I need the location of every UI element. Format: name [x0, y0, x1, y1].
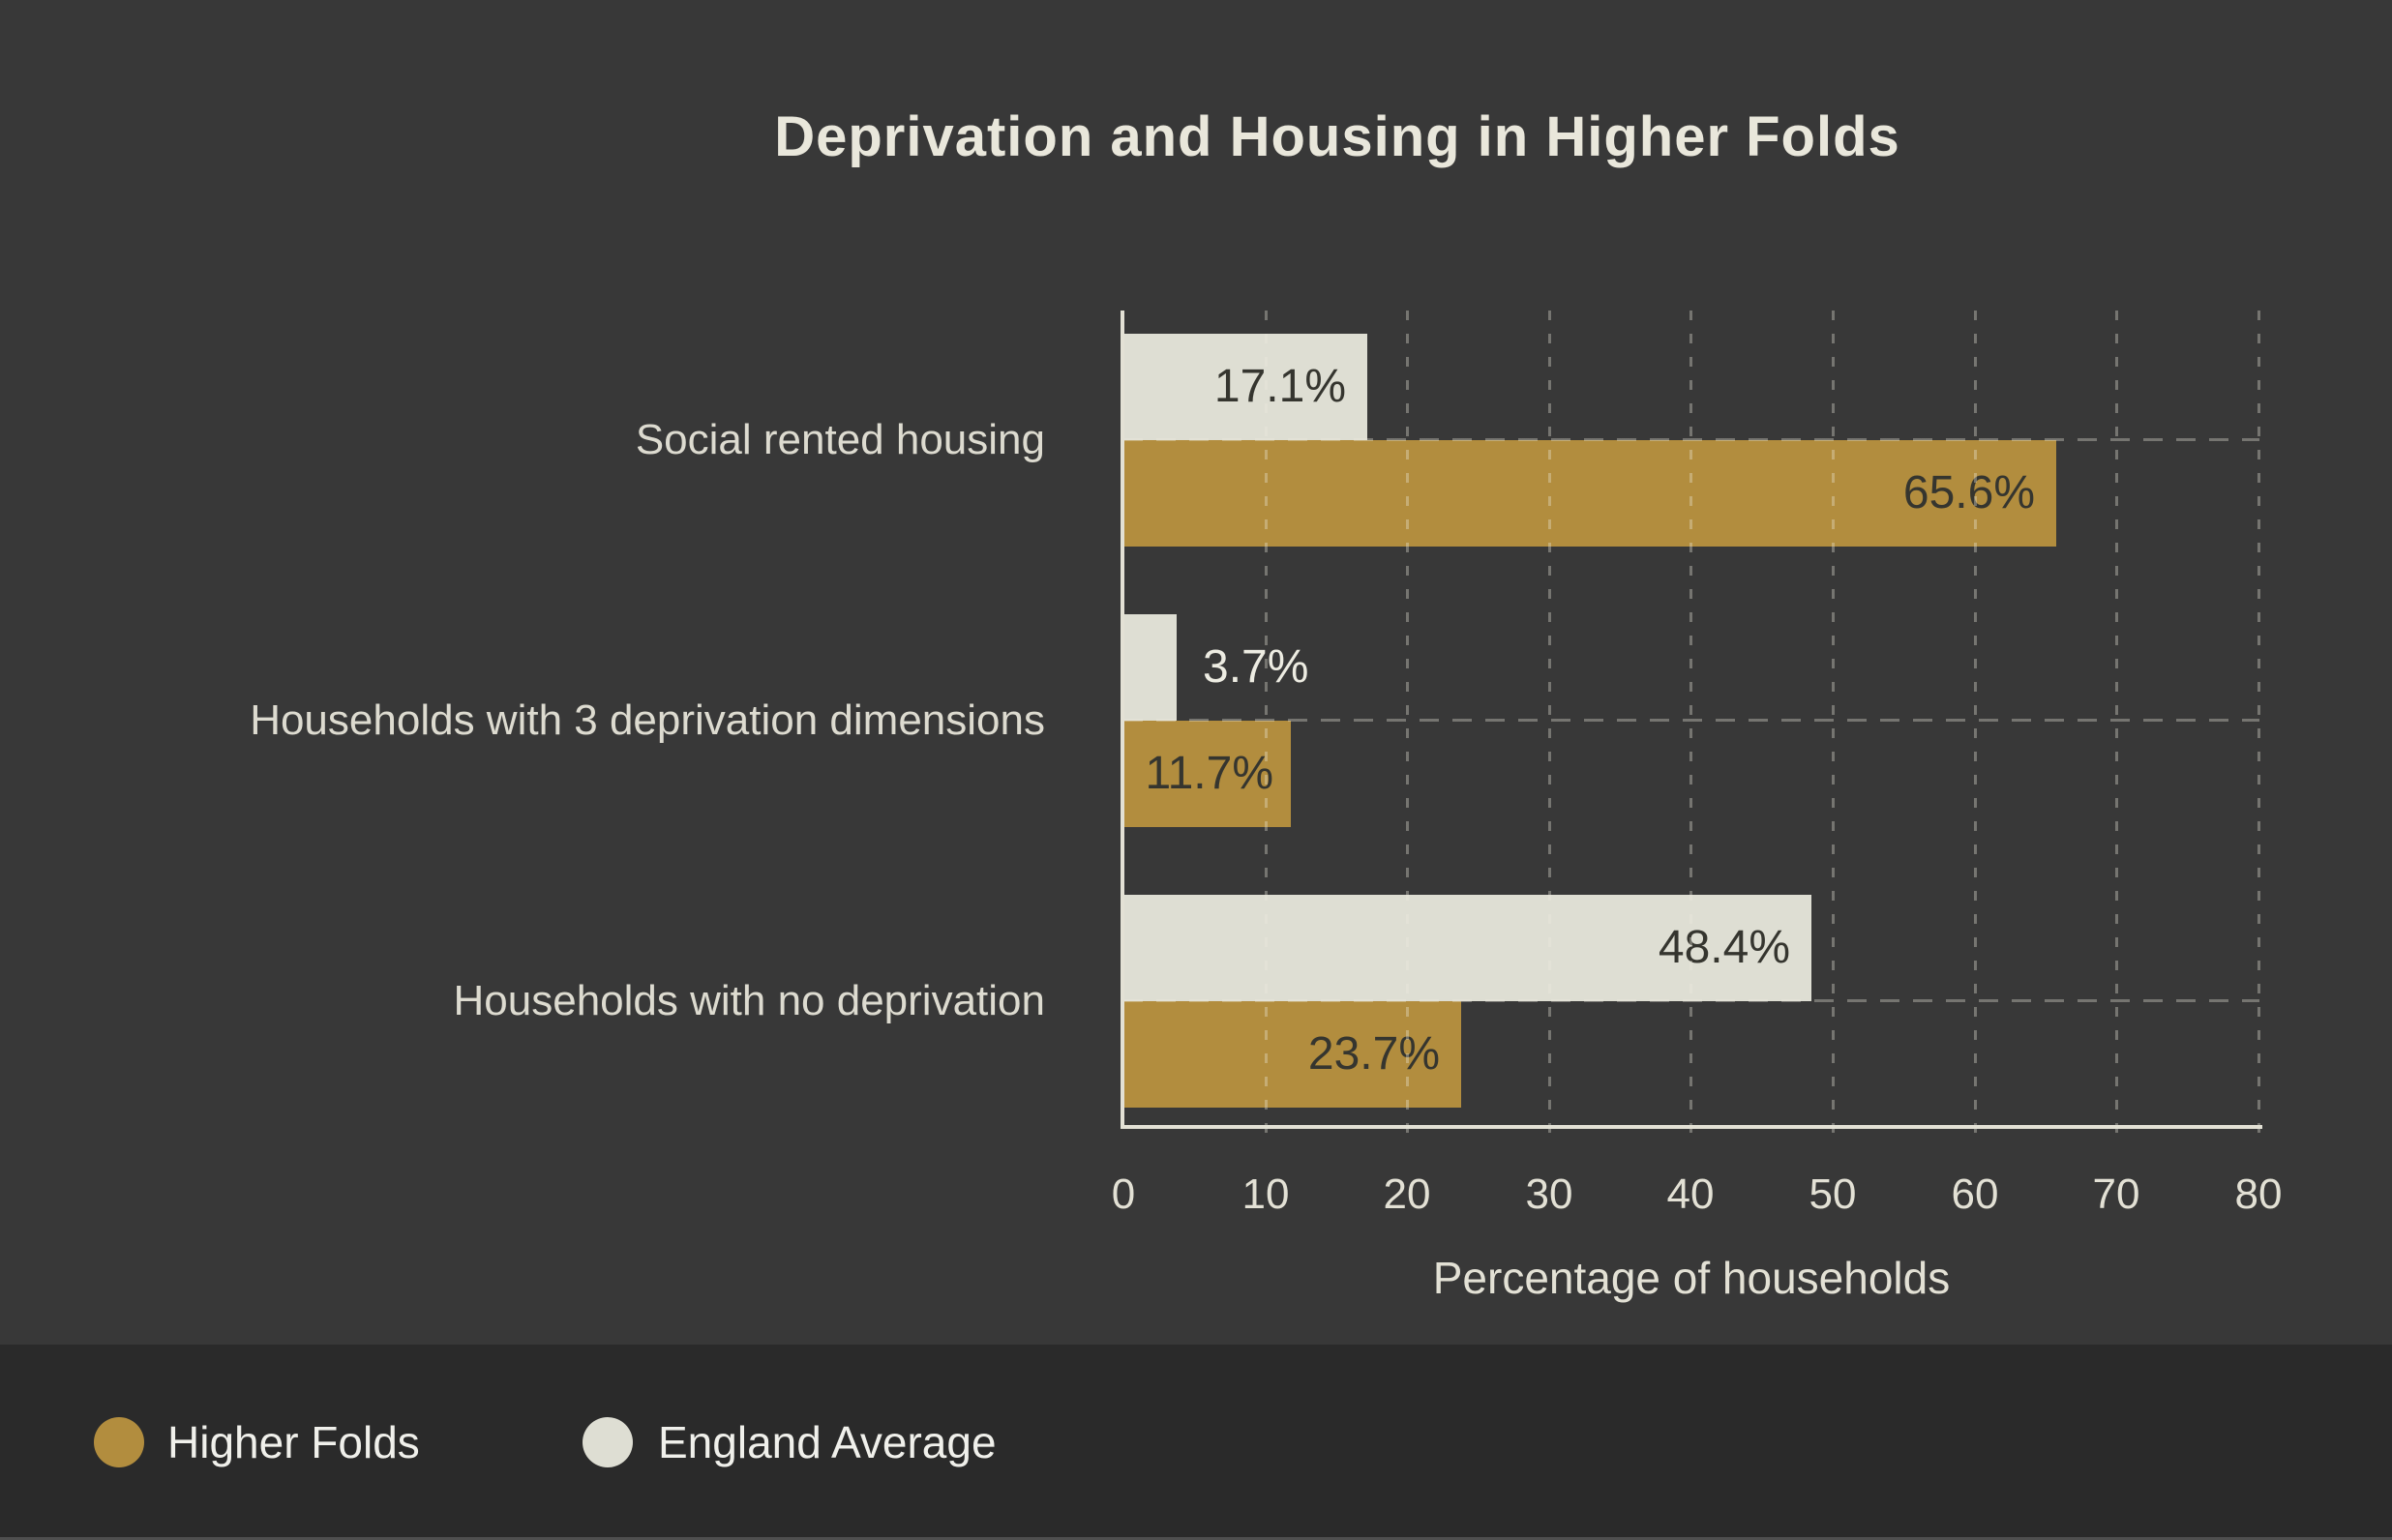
legend-swatch-england-average: [583, 1417, 633, 1467]
category-label-no-deprivation: Households with no deprivation: [453, 977, 1046, 1024]
legend-band: Higher Folds England Average: [0, 1345, 2392, 1540]
bar-social-rented-higher-folds: 65.6%: [1124, 440, 2056, 547]
gridline-vertical-50: [1832, 311, 1835, 1141]
x-axis-tick-0: 0: [1111, 1170, 1136, 1218]
x-axis-tick-40: 40: [1666, 1170, 1715, 1218]
x-axis-tick-60: 60: [1951, 1170, 1999, 1218]
x-axis-tick-20: 20: [1383, 1170, 1431, 1218]
gridline-horizontal-category-1: [1123, 438, 2259, 441]
value-label-social-rented-england-average: 17.1%: [1213, 361, 1346, 412]
x-axis-tick-50: 50: [1809, 1170, 1857, 1218]
legend-label-england-average: England Average: [658, 1417, 997, 1467]
gridline-vertical-70: [2115, 311, 2118, 1141]
x-axis-title: Percentage of households: [1432, 1253, 1951, 1303]
bar-no-deprivation-higher-folds: 23.7%: [1124, 1001, 1461, 1108]
legend-swatch-higher-folds: [94, 1417, 144, 1467]
value-label-no-deprivation-england-average: 48.4%: [1658, 922, 1790, 973]
chart-title: Deprivation and Housing in Higher Folds: [774, 105, 1900, 168]
gridline-vertical-30: [1548, 311, 1551, 1141]
bar-3-deprivation-england-average: [1124, 614, 1177, 721]
gridline-vertical-60: [1974, 311, 1977, 1141]
value-label-social-rented-higher-folds: 65.6%: [1902, 467, 2035, 518]
bar-3-deprivation-higher-folds: 11.7%: [1124, 721, 1291, 827]
value-label-no-deprivation-higher-folds: 23.7%: [1307, 1028, 1440, 1080]
gridline-horizontal-category-3: [1123, 999, 2259, 1002]
x-axis-tick-70: 70: [2092, 1170, 2140, 1218]
value-label-3-deprivation-higher-folds: 11.7%: [1145, 748, 1273, 799]
category-label-3-deprivation-dimensions: Households with 3 deprivation dimensions: [250, 696, 1045, 744]
x-axis-line: [1121, 1125, 2262, 1129]
gridline-vertical-80: [2257, 311, 2260, 1141]
x-axis-tick-10: 10: [1241, 1170, 1290, 1218]
bar-social-rented-england-average: 17.1%: [1124, 334, 1367, 440]
gridline-horizontal-category-2: [1123, 719, 2259, 722]
category-label-social-rented-housing: Social rented housing: [635, 416, 1045, 463]
y-axis-line: [1121, 311, 1124, 1129]
bar-no-deprivation-england-average: 48.4%: [1124, 895, 1811, 1001]
gridline-vertical-40: [1689, 311, 1692, 1141]
x-axis-tick-80: 80: [2234, 1170, 2283, 1218]
gridline-vertical-20: [1406, 311, 1409, 1141]
value-label-3-deprivation-england-average: 3.7%: [1203, 641, 1309, 693]
gridline-vertical-10: [1265, 311, 1268, 1141]
legend-label-higher-folds: Higher Folds: [167, 1417, 420, 1467]
x-axis-tick-30: 30: [1525, 1170, 1573, 1218]
